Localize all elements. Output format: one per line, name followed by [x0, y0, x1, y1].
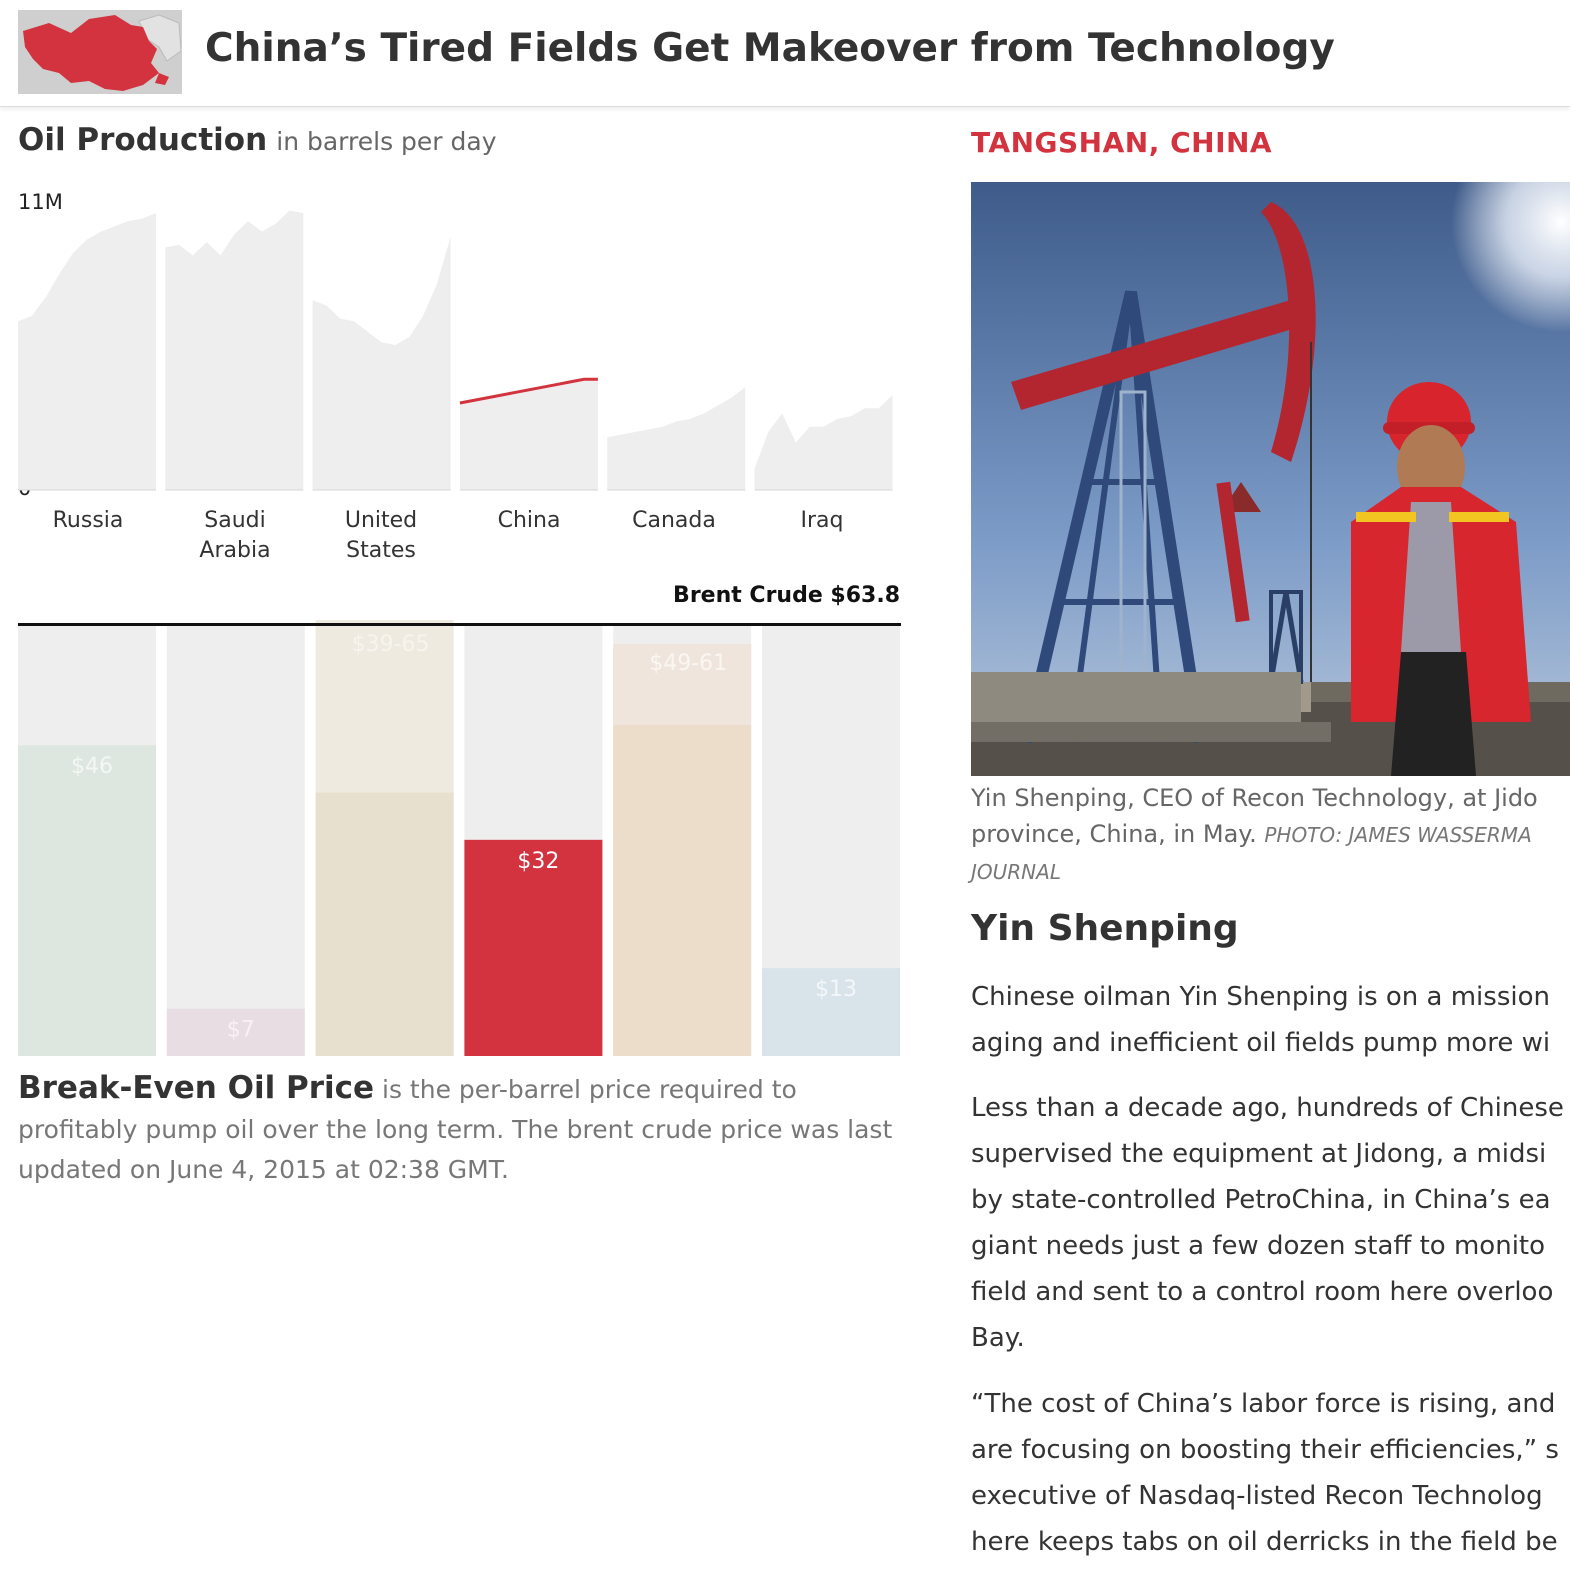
breakeven-value-label-iraq: $13 [815, 977, 857, 1002]
breakeven-bar-iraq[interactable] [762, 968, 900, 1056]
page-header: China’s Tired Fields Get Makeover from T… [0, 0, 1570, 107]
photo-credit: PHOTO: JAMES WASSERMA [1264, 823, 1532, 847]
brent-crude-line [18, 623, 901, 626]
breakeven-bar-russia[interactable] [18, 745, 156, 1056]
breakeven-bar-china[interactable] [464, 839, 603, 1056]
production-title: Oil Production [18, 122, 268, 158]
oil-pumpjack-photo [971, 182, 1570, 776]
brent-crude-label: Brent Crude $63.8 [673, 583, 900, 608]
china-map-thumbnail[interactable] [18, 10, 182, 94]
breakeven-range-canada[interactable] [613, 643, 752, 725]
production-area-iraq[interactable] [754, 395, 893, 490]
article-dateline: TANGSHAN, CHINA [971, 126, 1273, 159]
breakeven-value-label-united-states: $39-65 [352, 632, 430, 657]
y-axis-max-label: 11M [18, 190, 63, 214]
breakeven-title: Break-Even Oil Price [18, 1070, 375, 1106]
breakeven-value-label-china: $32 [517, 849, 559, 874]
production-area-united-states[interactable] [312, 236, 451, 490]
production-chart [18, 210, 893, 491]
production-area-saudi-arabia[interactable] [165, 210, 304, 490]
country-label-united-states: United States [344, 508, 418, 563]
caption-line-1: Yin Shenping, CEO of Recon Technology, a… [971, 784, 1538, 812]
country-label-canada: Canada [632, 508, 716, 533]
breakeven-description: Break-Even Oil Price is the per-barrel p… [18, 1068, 923, 1190]
caption-line-2: province, China, in May. PHOTO: JAMES WA… [971, 820, 1532, 848]
page-title: China’s Tired Fields Get Makeover from T… [205, 26, 1335, 71]
breakeven-bar-united-states[interactable] [315, 792, 454, 1056]
breakeven-value-label-russia: $46 [71, 754, 113, 779]
china-map-icon [19, 11, 181, 93]
photo-caption: Yin Shenping, CEO of Recon Technology, a… [971, 780, 1570, 890]
breakeven-bar-canada[interactable] [613, 724, 752, 1056]
country-label-china: China [497, 508, 561, 533]
article-paragraph-1: Chinese oilman Yin Shenping is on a miss… [971, 982, 1551, 1058]
breakeven-body: is the per-barrel price required to prof… [18, 1075, 893, 1184]
country-label-iraq: Iraq [800, 508, 844, 533]
country-label-saudi-arabia: Saudi Arabia [199, 508, 271, 563]
breakeven-bar-saudi-arabia[interactable] [166, 1008, 305, 1056]
breakeven-bar-bg-saudi-arabia [166, 625, 305, 1056]
breakeven-value-label-canada: $49-61 [649, 651, 727, 676]
country-label-russia: Russia [52, 508, 124, 533]
article-subhead: Yin Shenping [971, 908, 1239, 949]
photo-credit-cont: JOURNAL [971, 860, 1061, 884]
production-area-canada[interactable] [607, 387, 746, 490]
production-area-china[interactable] [459, 379, 598, 490]
production-area-russia[interactable] [18, 213, 156, 490]
breakeven-value-label-saudi-arabia: $7 [227, 1018, 255, 1043]
production-heading: Oil Production in barrels per day [18, 122, 497, 158]
production-line-china [459, 377, 598, 405]
breakeven-range-united-states[interactable] [315, 620, 454, 793]
breakeven-chart: $46 $7 $39-65 $32 $49-61 $13 [18, 620, 900, 1056]
article-paragraph-2: Less than a decade ago, hundreds of Chin… [971, 1093, 1564, 1353]
production-subtitle: in barrels per day [276, 127, 497, 156]
article-paragraph-3: “The cost of China’s labor force is risi… [971, 1389, 1559, 1557]
article-photo[interactable] [971, 182, 1570, 776]
